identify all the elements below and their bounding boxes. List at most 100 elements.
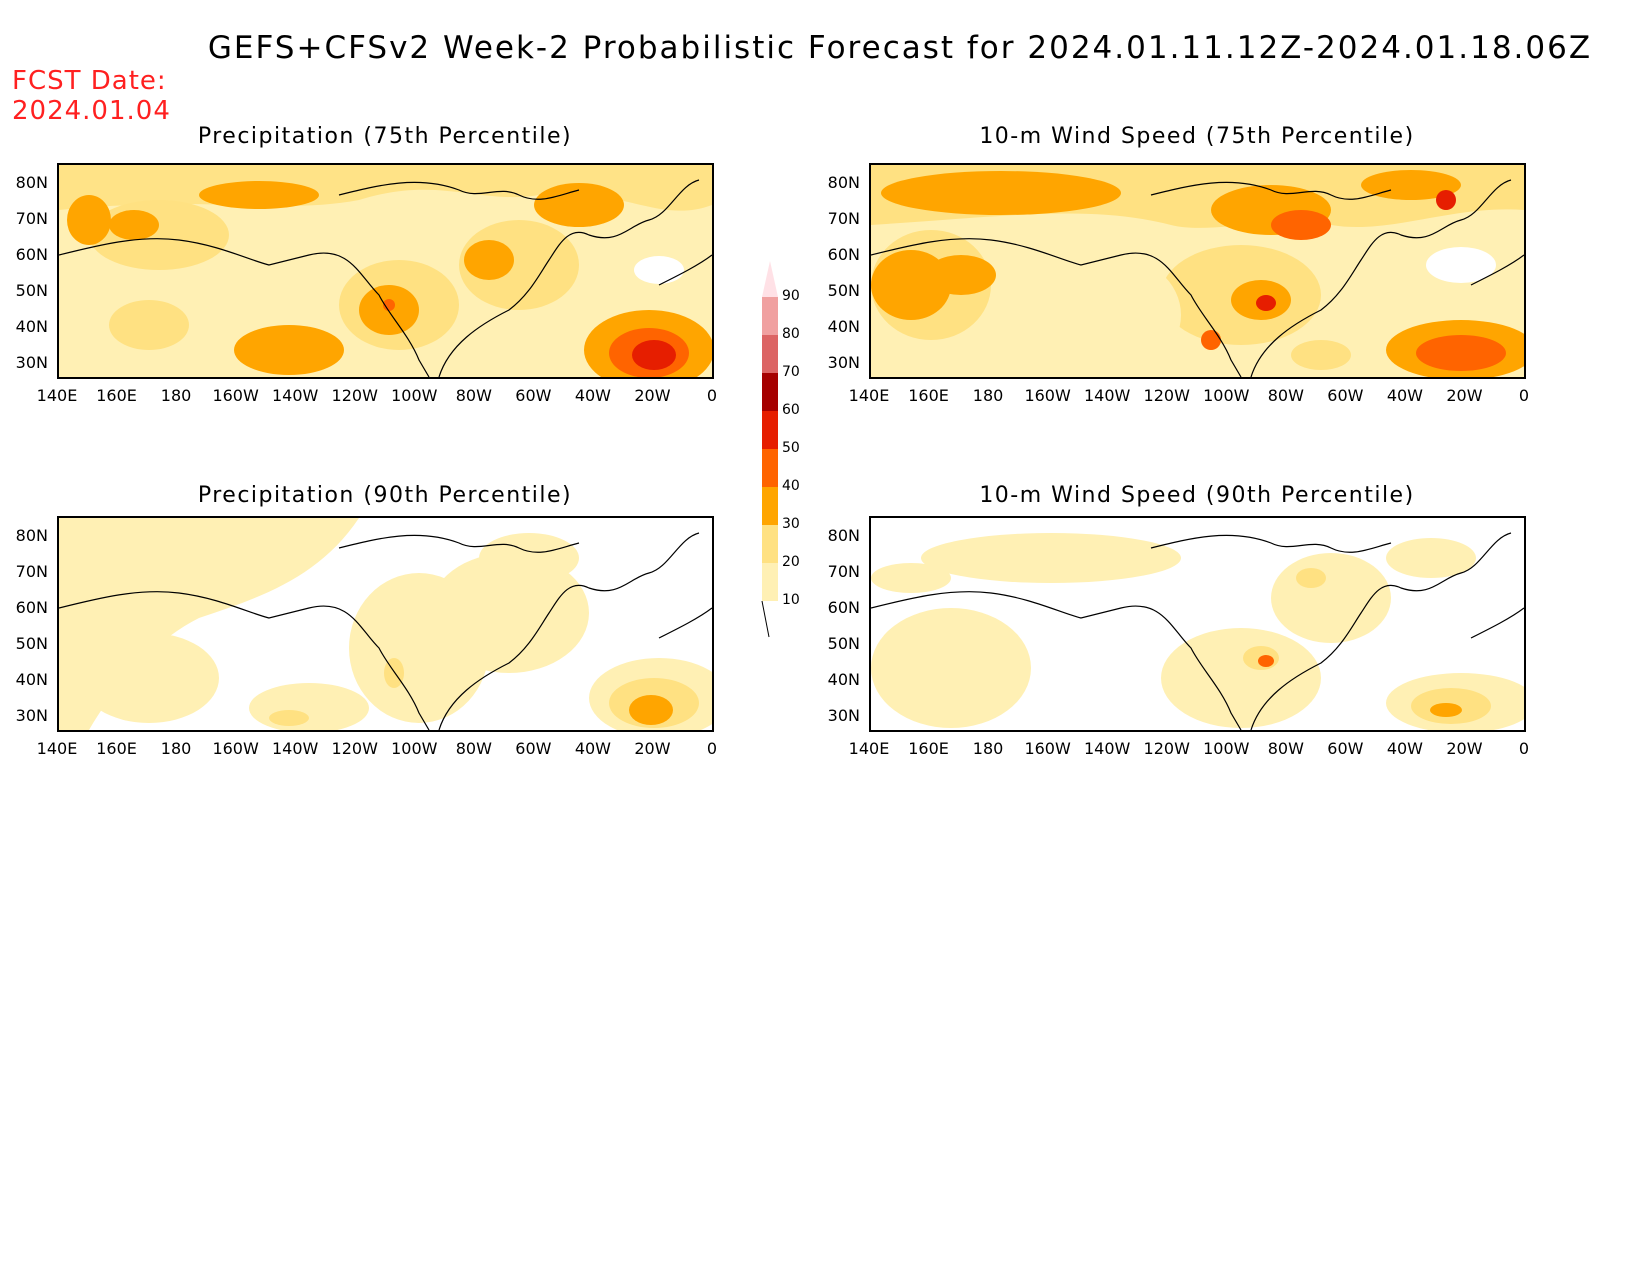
lat-label: 70N: [15, 209, 48, 228]
lon-label: 160E: [908, 386, 949, 405]
lon-label: 120W: [331, 739, 378, 758]
lat-label: 50N: [827, 634, 860, 653]
main-title: GEFS+CFSv2 Week-2 Probabilistic Forecast…: [207, 30, 1593, 66]
map-wind-90: [869, 516, 1526, 732]
colorbar-label: 30: [782, 516, 800, 532]
lon-label: 160W: [212, 386, 259, 405]
colorbar-label: 90: [782, 288, 800, 304]
lon-label: 100W: [1203, 386, 1250, 405]
lat-label: 30N: [15, 353, 48, 372]
lon-label: 160E: [96, 386, 137, 405]
colorbar-bottom-tip: [761, 600, 770, 638]
lon-label: 180: [160, 739, 192, 758]
lon-label: 140W: [271, 386, 319, 405]
lat-label: 60N: [827, 245, 860, 264]
lat-label: 70N: [827, 209, 860, 228]
colorbar-label: 20: [782, 554, 800, 570]
colorbar: 10 20 30 40 50 60 70 80 90: [760, 258, 840, 648]
lat-label: 40N: [827, 670, 860, 689]
colorbar-label: 40: [782, 478, 800, 494]
lat-label: 30N: [827, 706, 860, 725]
lon-label: 40W: [574, 386, 611, 405]
panel-title-wind-90: 10-m Wind Speed (90th Percentile): [979, 483, 1415, 508]
colorbar-label: 60: [782, 402, 800, 418]
lon-label: 80W: [455, 386, 492, 405]
lon-label: 20W: [634, 386, 671, 405]
lat-label: 30N: [827, 353, 860, 372]
lat-label: 60N: [15, 245, 48, 264]
fcst-date-value: 2024.01.04: [12, 96, 171, 126]
lon-label: 40W: [1386, 739, 1423, 758]
colorbar-swatch: [762, 563, 778, 601]
colorbar-swatch: [762, 297, 778, 335]
lat-label: 80N: [827, 526, 860, 545]
lat-label: 80N: [827, 173, 860, 192]
lat-label: 30N: [15, 706, 48, 725]
colorbar-swatch: [762, 449, 778, 487]
lon-label: 140W: [271, 739, 319, 758]
lat-label: 40N: [827, 317, 860, 336]
colorbar-swatches: [761, 261, 778, 638]
lon-label: 20W: [1446, 739, 1483, 758]
lon-label: 160E: [908, 739, 949, 758]
colorbar-swatch: [762, 525, 778, 563]
lon-label: 100W: [1203, 739, 1250, 758]
lon-label: 60W: [515, 386, 552, 405]
lon-label: 60W: [1327, 739, 1364, 758]
lon-label: 140E: [848, 386, 890, 405]
lat-label: 80N: [15, 173, 48, 192]
lon-label: 20W: [1446, 386, 1483, 405]
map-precip-90: [57, 516, 714, 732]
colorbar-swatch: [762, 335, 778, 373]
lon-label: 80W: [1267, 739, 1304, 758]
lon-label: 120W: [1143, 386, 1190, 405]
lon-label: 0: [706, 739, 718, 758]
lat-label: 40N: [15, 670, 48, 689]
colorbar-label: 80: [782, 326, 800, 342]
lon-label: 140E: [848, 739, 890, 758]
lat-label: 80N: [15, 526, 48, 545]
panel-title-precip-90: Precipitation (90th Percentile): [197, 483, 573, 508]
map-wind-75: [869, 163, 1526, 379]
lon-label: 160E: [96, 739, 137, 758]
lat-label: 60N: [15, 598, 48, 617]
lon-label: 80W: [455, 739, 492, 758]
lat-label: 50N: [15, 281, 48, 300]
colorbar-swatch: [762, 373, 778, 411]
lon-label: 40W: [1386, 386, 1423, 405]
lon-label: 140W: [1083, 739, 1131, 758]
lon-label: 120W: [1143, 739, 1190, 758]
panel-title-wind-75: 10-m Wind Speed (75th Percentile): [979, 124, 1415, 149]
lon-label: 180: [972, 739, 1004, 758]
map-precip-75: [57, 163, 714, 379]
lon-label: 140W: [1083, 386, 1131, 405]
fcst-date-label: FCST Date:: [12, 66, 167, 96]
colorbar-label: 50: [782, 440, 800, 456]
lat-label: 70N: [827, 562, 860, 581]
lon-label: 0: [706, 386, 718, 405]
lon-label: 0: [1518, 386, 1530, 405]
lon-label: 0: [1518, 739, 1530, 758]
lat-label: 70N: [15, 562, 48, 581]
lon-label: 160W: [212, 739, 259, 758]
lon-label: 160W: [1024, 739, 1071, 758]
lon-label: 120W: [331, 386, 378, 405]
lon-label: 40W: [574, 739, 611, 758]
lat-label: 40N: [15, 317, 48, 336]
lon-label: 60W: [515, 739, 552, 758]
lat-label: 60N: [827, 598, 860, 617]
lon-label: 20W: [634, 739, 671, 758]
lon-label: 60W: [1327, 386, 1364, 405]
lat-label: 50N: [827, 281, 860, 300]
lon-label: 100W: [391, 739, 438, 758]
colorbar-swatch: [762, 411, 778, 449]
lon-label: 80W: [1267, 386, 1304, 405]
colorbar-top-tip: [762, 261, 778, 297]
panel-title-precip-75: Precipitation (75th Percentile): [197, 124, 573, 149]
forecast-date-block: FCST Date: 2024.01.04: [12, 66, 171, 126]
colorbar-label: 10: [782, 592, 800, 608]
colorbar-label: 70: [782, 364, 800, 380]
lat-label: 50N: [15, 634, 48, 653]
lon-label: 140E: [36, 739, 78, 758]
colorbar-swatch: [762, 487, 778, 525]
